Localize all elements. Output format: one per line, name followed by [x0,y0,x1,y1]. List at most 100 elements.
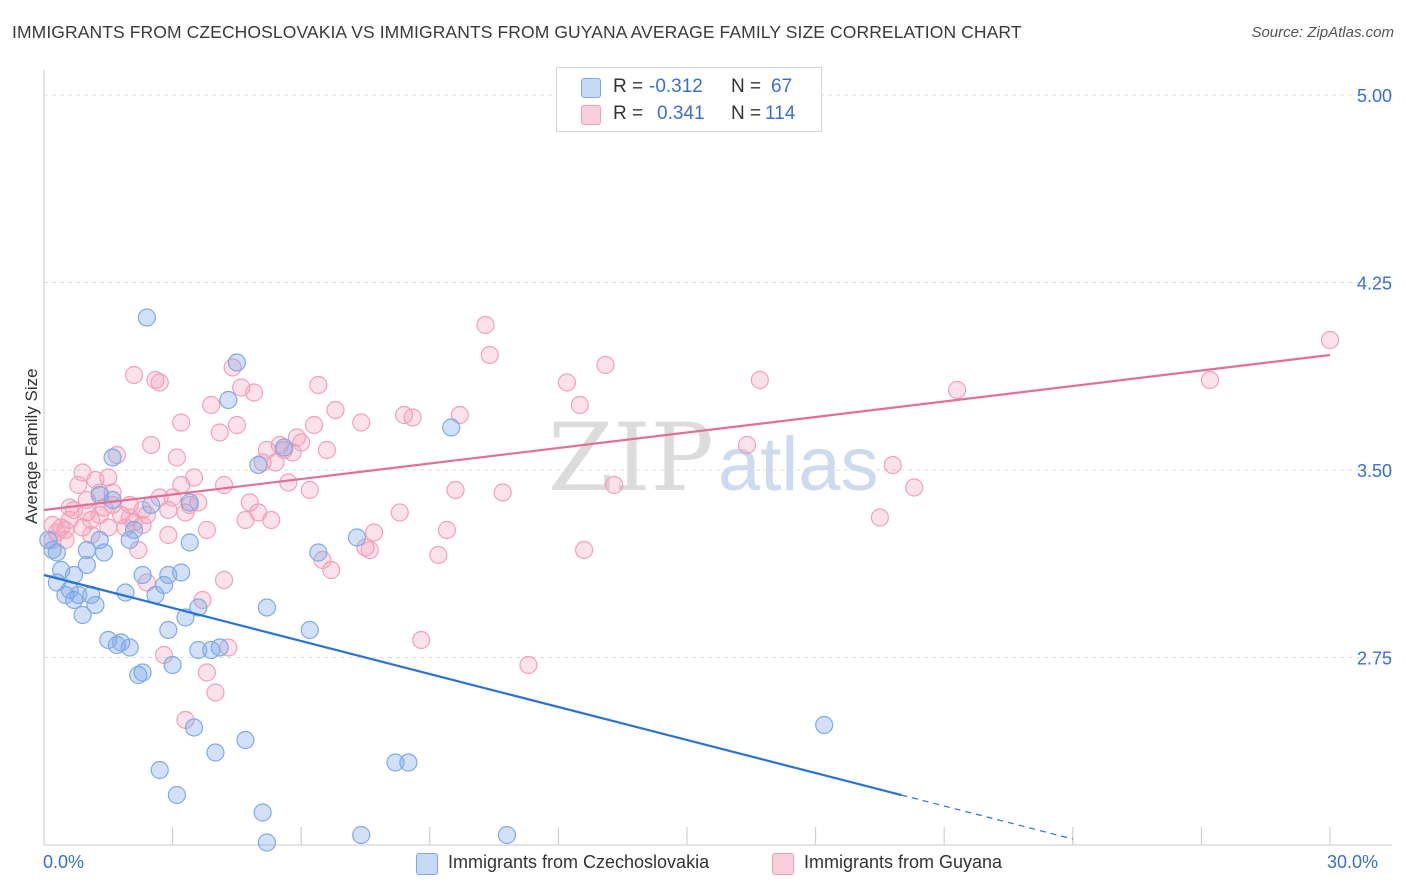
guyana-point [206,683,225,702]
watermark-atlas: atlas [718,422,879,507]
guyana-point [519,655,538,675]
y-tick-labels: 2.75 3.50 4.25 5.00 [1357,86,1392,669]
czechoslovakia-point [120,638,139,657]
guyana-point [292,433,311,452]
czechoslovakia-trend-extension [901,794,1073,840]
guyana-point [197,663,216,682]
guyana-point [99,468,118,487]
czechoslovakia-point [133,565,152,585]
guyana-point [352,413,371,432]
guyana-point [300,480,319,500]
guyana-point [227,415,246,435]
czechoslovakia-point [180,533,199,552]
czechoslovakia-point [172,563,191,582]
chart-title: IMMIGRANTS FROM CZECHOSLOVAKIA VS IMMIGR… [12,22,1022,42]
guyana-point [304,415,324,435]
guyana-point [82,525,101,545]
guyana-points [43,315,1340,730]
guyana-point [437,520,457,540]
guyana-point [446,480,465,500]
guyana-point [390,503,409,522]
guyana-point [244,383,264,402]
guyana-point [1200,370,1220,390]
legend: R = -0.312 N = 67 R = 0.341 N = 114 [556,67,822,132]
guyana-point [360,540,379,560]
grid-lines [44,94,1392,658]
czechoslovakia-point [227,353,246,372]
guyana-point [159,525,178,545]
guyana-point [905,478,924,497]
czechoslovakia-point [150,760,169,780]
czechoslovakia-point [253,803,272,822]
watermark-zip: ZIP [548,404,714,513]
guyana-point [450,405,469,425]
guyana-point [750,370,769,390]
czechoslovakia-point [69,585,88,605]
y-tick-label: 2.75 [1357,649,1392,669]
legend-n-label: N = [731,76,762,97]
guyana-point [1320,330,1340,350]
guyana-point [883,455,902,475]
czechoslovakia-point [442,418,461,437]
czechoslovakia-point [189,598,208,617]
guyana-point [557,373,577,392]
czechoslovakia-point [39,530,58,550]
czechoslovakia-point [142,495,161,515]
czechoslovakia-point [73,605,92,625]
legend-r-label: R = [613,76,644,97]
guyana-point [142,435,161,455]
guyana-point [317,440,337,460]
czechoslovakia-point [300,620,319,640]
guyana-point [82,510,101,530]
czechoslovakia-point [219,390,238,410]
guyana-point [167,448,186,467]
source-label: Source: ZipAtlas.com [1251,24,1394,41]
czechoslovakia-point [257,598,277,617]
czechoslovakia-point [47,543,66,562]
czechoslovakia-point [163,655,182,675]
guyana-point [210,423,229,442]
legend-r-value: 0.341 [657,103,705,124]
legend-n-value: 114 [765,103,796,124]
guyana-point [197,520,216,540]
czechoslovakia-point [137,308,156,327]
czechoslovakia-point [94,543,114,562]
guyana-point [575,540,594,560]
guyana-point [137,505,156,525]
guyana-point [429,545,448,565]
guyana-point [262,510,281,530]
czechoslovakia-point [184,718,204,737]
guyana-point [493,483,512,502]
czechoslovakia-point [180,493,199,512]
legend-swatch-blue [581,78,601,98]
y-tick-label: 4.25 [1357,274,1392,294]
guyana-point [172,413,191,432]
bottom-legend-swatch-pink [772,853,794,875]
czechoslovakia-point [77,555,96,575]
legend-swatch-pink [581,105,601,125]
guyana-point [403,408,422,427]
guyana-point [476,315,495,335]
czechoslovakia-point [120,530,139,550]
czechoslovakia-point [236,730,255,750]
guyana-point [309,375,328,395]
y-tick-label: 5.00 [1357,86,1392,106]
x-tick-min: 0.0% [43,852,85,872]
czechoslovakia-point [154,575,174,595]
czechoslovakia-point [206,743,225,762]
x-tick-max: 30.0% [1327,852,1379,872]
guyana-point [202,395,221,415]
czechoslovakia-point [133,663,152,682]
trend-lines [43,353,1331,840]
czechoslovakia-point [257,833,277,852]
czechoslovakia-point [249,455,268,475]
guyana-point [214,570,234,590]
legend-n-label: N = [731,103,762,124]
guyana-point [570,395,589,415]
y-tick-label: 3.50 [1357,461,1392,481]
bottom-legend-label: Immigrants from Czechoslovakia [448,852,710,872]
czechoslovakia-point [189,640,208,660]
czechoslovakia-point [309,543,328,562]
czechoslovakia-point [86,595,105,615]
bottom-legend-label: Immigrants from Guyana [804,852,1003,872]
